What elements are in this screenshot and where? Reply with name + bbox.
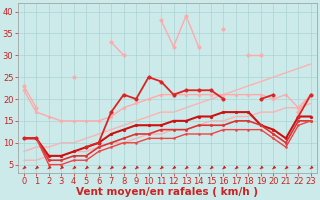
X-axis label: Vent moyen/en rafales ( km/h ): Vent moyen/en rafales ( km/h ) [76, 187, 258, 197]
